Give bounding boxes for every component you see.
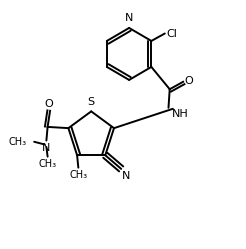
Text: S: S — [88, 97, 95, 107]
Text: O: O — [184, 76, 193, 86]
Text: NH: NH — [172, 109, 188, 119]
Text: Cl: Cl — [166, 28, 177, 39]
Text: CH₃: CH₃ — [9, 137, 27, 147]
Text: N: N — [125, 13, 133, 23]
Text: CH₃: CH₃ — [39, 159, 57, 169]
Text: CH₃: CH₃ — [69, 170, 87, 180]
Text: N: N — [42, 143, 51, 153]
Text: O: O — [45, 99, 53, 109]
Text: N: N — [122, 171, 130, 181]
